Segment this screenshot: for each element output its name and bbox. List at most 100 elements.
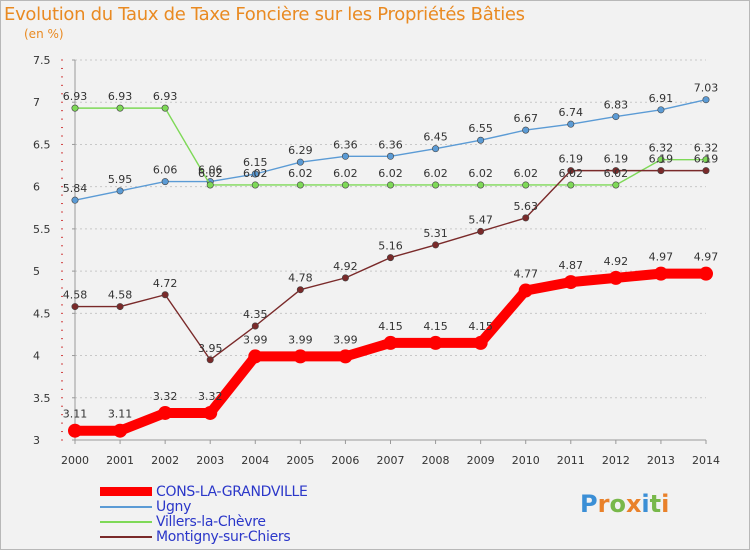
x-tick-label: 2006 <box>331 454 359 467</box>
data-point <box>432 181 440 189</box>
data-point <box>248 349 263 364</box>
data-label: 4.15 <box>423 320 448 333</box>
data-label: 6.15 <box>243 156 268 169</box>
data-label: 6.93 <box>108 90 133 103</box>
data-label: 6.02 <box>604 167 629 180</box>
data-point <box>251 322 259 330</box>
data-label: 4.72 <box>153 277 178 290</box>
data-label: 3.99 <box>333 333 358 346</box>
data-point <box>341 274 349 282</box>
data-label: 3.11 <box>63 408 88 421</box>
proxiti-logo: Proxiti <box>580 490 669 518</box>
y-tick-label: 6.5 <box>33 138 51 151</box>
data-point <box>522 214 530 222</box>
data-label: 3.32 <box>153 390 178 403</box>
data-point <box>702 96 710 104</box>
data-label: 6.93 <box>63 90 88 103</box>
data-point <box>563 275 578 290</box>
data-label: 6.19 <box>559 153 584 166</box>
data-label: 6.02 <box>288 167 313 180</box>
data-point <box>386 181 394 189</box>
data-point <box>567 120 575 128</box>
data-label: 5.16 <box>378 240 403 253</box>
data-label: 3.32 <box>198 390 223 403</box>
grid-lines <box>75 59 706 441</box>
logo-letter: i <box>661 490 670 518</box>
data-point <box>612 167 620 175</box>
data-label: 4.87 <box>559 259 584 272</box>
legend-item: Villers-la-Chèvre <box>100 514 308 530</box>
data-label: 3.99 <box>243 333 268 346</box>
data-point <box>116 104 124 112</box>
data-label: 6.36 <box>378 138 403 151</box>
x-tick-label: 2000 <box>61 454 89 467</box>
data-label: 4.58 <box>63 289 88 302</box>
y-tick-label: 3.5 <box>33 392 51 405</box>
logo-letter: P <box>580 490 598 518</box>
legend-swatch <box>100 487 152 496</box>
data-point <box>68 423 82 438</box>
logo-letter: r <box>597 490 610 518</box>
logo-letter: o <box>609 490 626 518</box>
logo-letter: i <box>641 490 650 518</box>
y-tick-label: 5 <box>33 265 40 278</box>
y-tick-label: 6 <box>33 181 40 194</box>
x-tick-label: 2011 <box>557 454 585 467</box>
data-point <box>522 181 530 189</box>
y-tick-label: 7.5 <box>33 54 51 67</box>
data-point <box>71 104 79 112</box>
data-point <box>161 178 169 186</box>
chart-title: Evolution du Taux de Taxe Foncière sur l… <box>4 4 525 25</box>
data-point <box>702 167 710 175</box>
data-point <box>477 136 485 144</box>
data-point <box>386 254 394 262</box>
legend-label: Montigny-sur-Chiers <box>156 528 291 545</box>
y-tick-label: 3 <box>33 434 40 447</box>
data-point <box>477 181 485 189</box>
data-label: 6.45 <box>423 131 448 144</box>
legend-item: CONS-LA-GRANDVILLE <box>100 483 308 500</box>
x-tick-label: 2008 <box>422 454 450 467</box>
x-tick-label: 2007 <box>377 454 405 467</box>
y-axis-unit-label: (en %) <box>24 27 64 41</box>
y-tick-label: 4 <box>33 350 40 363</box>
data-label: 4.97 <box>649 251 674 264</box>
data-point <box>203 405 218 420</box>
x-tick-label: 2005 <box>286 454 314 467</box>
data-point <box>296 286 304 294</box>
legend-label: Ugny <box>156 498 192 515</box>
series-lines <box>68 96 713 438</box>
data-point <box>161 104 169 112</box>
legend-swatch <box>100 520 152 523</box>
data-label: 6.32 <box>649 142 674 155</box>
x-tick-label: 2004 <box>241 454 269 467</box>
legend-label: CONS-LA-GRANDVILLE <box>156 483 308 500</box>
data-point <box>341 152 349 160</box>
data-label: 6.67 <box>513 112 538 125</box>
data-point <box>206 356 214 364</box>
data-label: 4.15 <box>378 320 403 333</box>
data-label: 4.35 <box>243 308 268 321</box>
data-point <box>432 145 440 153</box>
logo-letter: x <box>625 490 642 518</box>
y-tick-label: 5.5 <box>33 223 51 236</box>
data-point <box>473 335 488 350</box>
data-label: 6.02 <box>559 167 584 180</box>
legend-swatch <box>100 535 152 538</box>
logo-letter: t <box>649 490 662 518</box>
data-point <box>657 156 665 164</box>
data-label: 6.02 <box>378 167 403 180</box>
x-tick-label: 2009 <box>467 454 495 467</box>
data-label: 4.58 <box>108 289 133 302</box>
data-label: 4.78 <box>288 272 313 285</box>
data-point <box>116 187 124 195</box>
data-label: 4.15 <box>468 320 493 333</box>
data-label: 3.95 <box>198 342 223 355</box>
data-label: 4.97 <box>694 251 719 264</box>
data-point <box>386 152 394 160</box>
data-point <box>116 303 124 311</box>
y-tick-label: 7 <box>33 96 40 109</box>
data-label: 6.02 <box>243 167 268 180</box>
data-point <box>612 113 620 121</box>
